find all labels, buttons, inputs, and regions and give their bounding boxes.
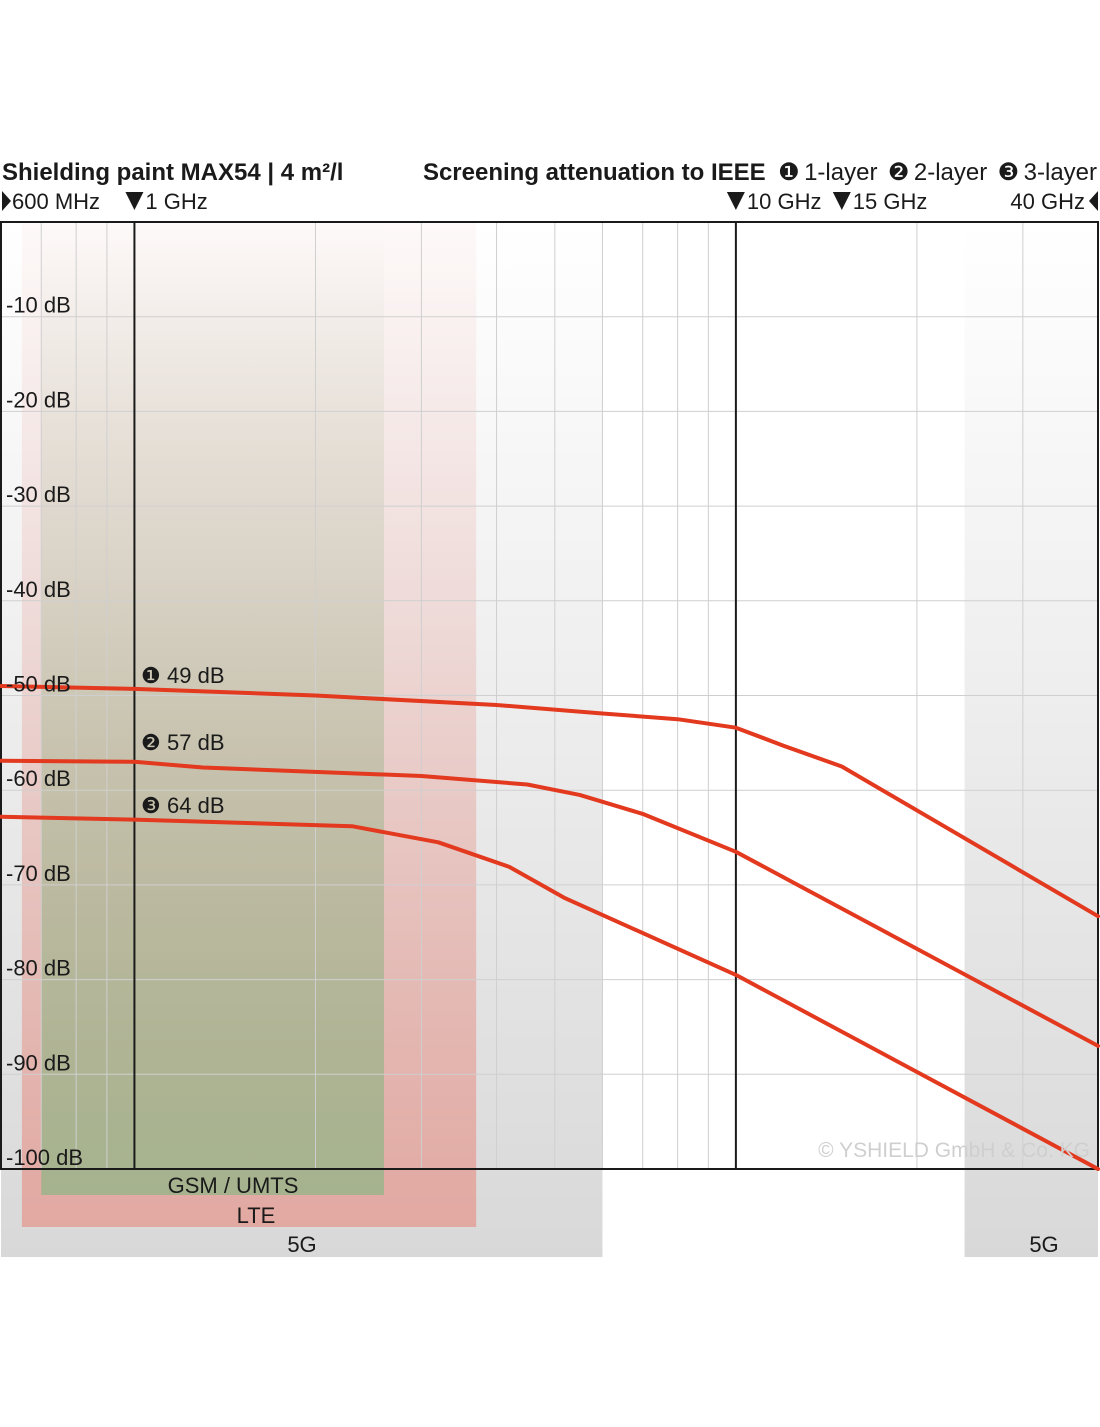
end-marker-icon — [1089, 191, 1098, 211]
y-tick-label: -40 dB — [6, 577, 71, 602]
freq-label-600-mhz: 600 MHz — [12, 189, 100, 214]
annotation-value-2: 57 dB — [167, 730, 225, 755]
copyright-text: © YSHIELD GmbH & Co. KG — [818, 1139, 1090, 1162]
annotation-marker-3: ❸ — [141, 793, 161, 818]
legend-label-3: 3-layer — [1024, 159, 1097, 186]
series-line-3-layer — [0, 814, 1100, 1171]
annotation-marker-2: ❷ — [141, 730, 161, 755]
y-tick-label: -60 dB — [6, 766, 71, 791]
down-marker-icon — [832, 192, 851, 210]
series-line-2-layer — [0, 758, 1100, 1048]
y-tick-label: -80 dB — [6, 956, 71, 981]
chart-title: Screening attenuation to IEEE — [423, 159, 766, 186]
annotation-value-3: 64 dB — [167, 793, 225, 818]
freq-label-1-ghz: 1 GHz — [145, 189, 207, 214]
chart-left-title: Shielding paint MAX54 | 4 m²/l — [2, 159, 343, 186]
y-tick-label: -20 dB — [6, 387, 71, 412]
start-marker-icon — [2, 191, 11, 211]
y-tick-label: -90 dB — [6, 1050, 71, 1075]
annotation-marker-1: ❶ — [141, 663, 161, 688]
band-gsm-0 — [41, 222, 385, 1195]
plot-frame — [0, 221, 1099, 1170]
band-label-5g-2: 5G — [287, 1232, 316, 1257]
y-tick-label: -10 dB — [6, 293, 71, 318]
down-marker-icon — [726, 192, 745, 210]
y-tick-label: -30 dB — [6, 482, 71, 507]
band-label-lte-1: LTE — [237, 1203, 276, 1228]
freq-label-40-ghz: 40 GHz — [1010, 189, 1085, 214]
y-tick-label: -50 dB — [6, 672, 71, 697]
band-label-5g-3: 5G — [1029, 1232, 1058, 1257]
y-tick-label: -70 dB — [6, 861, 71, 886]
band-label-gsm-0: GSM / UMTS — [168, 1173, 299, 1198]
legend-label-1: 1-layer — [804, 159, 877, 186]
chart-right-title: Screening attenuation to IEEE ❶ 1-layer … — [423, 159, 1097, 186]
down-marker-icon — [125, 192, 144, 210]
y-tick-label: -100 dB — [6, 1145, 83, 1170]
band-5g-3 — [964, 222, 1098, 1257]
annotation-value-1: 49 dB — [167, 663, 225, 688]
freq-label-15-ghz: 15 GHz — [853, 189, 928, 214]
legend-marker-2: ❷ — [888, 159, 910, 186]
series-line-1-layer — [0, 684, 1100, 919]
legend-marker-1: ❶ — [778, 159, 800, 186]
freq-label-10-ghz: 10 GHz — [747, 189, 822, 214]
legend-marker-3: ❸ — [998, 159, 1020, 186]
legend-label-2: 2-layer — [914, 159, 987, 186]
